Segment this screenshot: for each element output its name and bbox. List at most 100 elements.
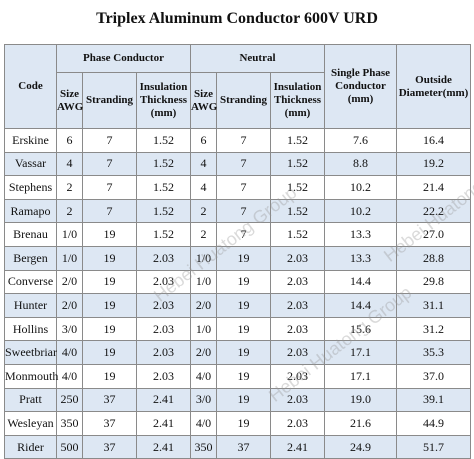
neutral-insulation-cell: 1.52 <box>269 128 326 153</box>
table-row: Hunter 2/0 19 2.03 2/0 19 2.03 14.4 31.1 <box>4 293 472 318</box>
phase-size-cell: 250 <box>56 387 83 413</box>
neutral-insulation-cell: 2.03 <box>269 363 326 389</box>
code-cell: Sweetbriar <box>4 340 57 365</box>
code-cell: Wesleyan <box>4 411 57 436</box>
single-phase-cell: 19.0 <box>324 387 398 413</box>
neutral-insulation-cell: 2.03 <box>269 293 326 318</box>
single-phase-cell: 15.6 <box>324 316 398 342</box>
neutral-size-cell: 4/0 <box>190 363 217 389</box>
single-phase-cell: 14.4 <box>324 293 398 318</box>
header-neutral-size: Size AWG <box>190 72 217 129</box>
phase-insulation-cell: 2.41 <box>136 387 191 413</box>
neutral-stranding-cell: 19 <box>216 411 271 436</box>
header-single-phase-line1: Single Phase <box>331 67 390 79</box>
phase-size-cell: 3/0 <box>56 316 83 342</box>
table-row: Ramapo 2 7 1.52 2 7 1.52 10.2 22.2 <box>4 198 472 224</box>
outside-diameter-cell: 35.3 <box>396 340 472 365</box>
table-row: Erskine 6 7 1.52 6 7 1.52 7.6 16.4 <box>4 128 472 153</box>
single-phase-cell: 7.6 <box>324 128 398 153</box>
table-row: Wesleyan 350 37 2.41 4/0 19 2.03 21.6 44.9 <box>4 411 472 436</box>
neutral-insulation-cell: 2.03 <box>269 340 326 365</box>
header-outside-line1: Outside <box>415 73 452 86</box>
phase-stranding-cell: 19 <box>82 340 137 365</box>
neutral-insulation-cell: 1.52 <box>269 222 326 247</box>
phase-insulation-cell: 2.03 <box>136 363 191 389</box>
table-row: Pratt 250 37 2.41 3/0 19 2.03 19.0 39.1 <box>4 387 472 413</box>
code-cell: Erskine <box>4 128 57 153</box>
neutral-size-cell: 4 <box>190 151 217 177</box>
table-row: Bergen 1/0 19 2.03 1/0 19 2.03 13.3 28.8 <box>4 245 472 271</box>
outside-diameter-cell: 28.8 <box>396 245 472 271</box>
outside-diameter-cell: 16.4 <box>396 128 472 153</box>
single-phase-cell: 17.1 <box>324 363 398 389</box>
phase-size-cell: 1/0 <box>56 245 83 271</box>
code-cell: Ramapo <box>4 198 57 224</box>
phase-stranding-cell: 19 <box>82 316 137 342</box>
neutral-insulation-cell: 2.03 <box>269 411 326 436</box>
header-neutral: Neutral <box>189 44 326 73</box>
neutral-stranding-cell: 37 <box>216 434 271 459</box>
phase-size-cell: 6 <box>56 128 83 153</box>
neutral-size-cell: 2/0 <box>190 293 217 318</box>
neutral-insulation-cell: 2.41 <box>269 434 326 459</box>
neutral-insulation-cell: 1.52 <box>269 175 326 200</box>
header-phase-stranding: Stranding <box>82 72 137 129</box>
neutral-stranding-cell: 19 <box>216 245 271 271</box>
phase-size-cell: 2 <box>56 175 83 200</box>
neutral-size-cell: 6 <box>190 128 217 153</box>
code-cell: Monmouth <box>4 363 58 389</box>
header-neutral-insulation: Insulation Thickness (mm) <box>269 72 326 129</box>
neutral-size-cell: 350 <box>190 434 217 459</box>
outside-diameter-cell: 29.8 <box>396 269 472 295</box>
code-cell: Converse <box>4 269 57 295</box>
phase-insulation-cell: 2.41 <box>136 434 191 459</box>
outside-diameter-cell: 21.4 <box>396 175 472 200</box>
single-phase-cell: 8.8 <box>324 151 398 177</box>
neutral-size-cell: 2 <box>190 222 217 247</box>
outside-diameter-cell: 22.2 <box>396 198 472 224</box>
table-row: Hollins 3/0 19 2.03 1/0 19 2.03 15.6 31.2 <box>4 316 472 342</box>
table-body: Erskine 6 7 1.52 6 7 1.52 7.6 16.4 Vassar 4 7 1.52 4 7… <box>4 128 472 459</box>
neutral-stranding-cell: 7 <box>216 175 271 200</box>
table-row: Monmouth 4/0 19 2.03 4/0 19 2.03 17.1 37.0 <box>4 363 472 389</box>
single-phase-cell: 13.3 <box>324 245 398 271</box>
single-phase-cell: 24.9 <box>324 434 398 459</box>
phase-insulation-cell: 1.52 <box>136 198 191 224</box>
phase-size-cell: 4/0 <box>56 363 83 389</box>
phase-stranding-cell: 19 <box>82 293 137 318</box>
phase-insulation-cell: 1.52 <box>136 128 191 153</box>
phase-insulation-cell: 1.52 <box>136 175 191 200</box>
neutral-stranding-cell: 19 <box>216 293 271 318</box>
phase-stranding-cell: 37 <box>82 387 137 413</box>
phase-stranding-cell: 19 <box>82 363 137 389</box>
neutral-stranding-cell: 19 <box>216 363 271 389</box>
header-phase-conductor: Phase Conductor <box>56 44 191 73</box>
single-phase-cell: 10.2 <box>324 175 398 200</box>
header-outside-line2: Diameter(mm) <box>398 86 469 99</box>
table-row: Brenau 1/0 19 1.52 2 7 1.52 13.3 27.0 <box>4 222 472 247</box>
table-row: Stephens 2 7 1.52 4 7 1.52 10.2 21.4 <box>4 175 472 200</box>
neutral-size-cell: 4/0 <box>190 411 217 436</box>
neutral-stranding-cell: 7 <box>216 151 271 177</box>
header-single-phase-line2: Conductor <box>335 80 386 92</box>
outside-diameter-cell: 19.2 <box>396 151 472 177</box>
phase-stranding-cell: 7 <box>82 198 137 224</box>
phase-insulation-cell: 2.03 <box>136 269 191 295</box>
code-cell: Rider <box>4 434 57 459</box>
phase-size-cell: 2 <box>56 198 83 224</box>
table-row: Rider 500 37 2.41 350 37 2.41 24.9 51.7 <box>4 434 472 459</box>
header-neutral-stranding: Stranding <box>216 72 271 129</box>
phase-size-cell: 2/0 <box>56 293 83 318</box>
page-title: Triplex Aluminum Conductor 600V URD <box>96 10 378 27</box>
single-phase-cell: 17.1 <box>324 340 398 365</box>
neutral-size-cell: 1/0 <box>190 316 217 342</box>
outside-diameter-cell: 51.7 <box>396 434 472 459</box>
neutral-stranding-cell: 19 <box>216 269 271 295</box>
neutral-size-cell: 4 <box>190 175 217 200</box>
code-cell: Stephens <box>4 175 57 200</box>
phase-stranding-cell: 19 <box>82 269 137 295</box>
outside-diameter-cell: 27.0 <box>396 222 472 247</box>
outside-diameter-cell: 44.9 <box>396 411 472 436</box>
phase-stranding-cell: 7 <box>82 128 137 153</box>
phase-size-cell: 4 <box>56 151 83 177</box>
